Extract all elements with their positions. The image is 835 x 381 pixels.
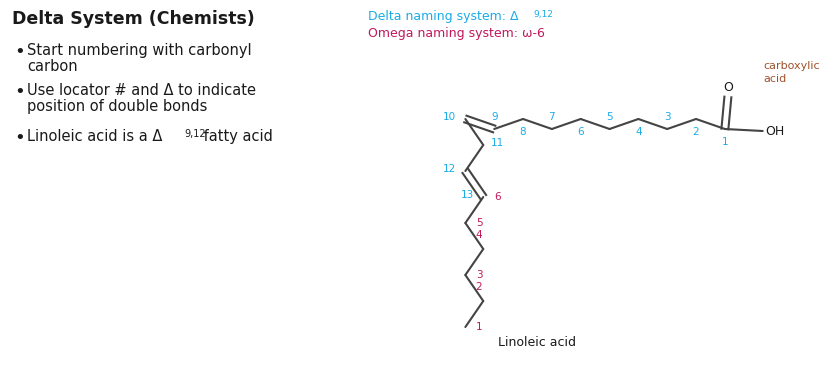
Text: 3: 3 (664, 112, 671, 122)
Text: 1: 1 (476, 322, 483, 332)
Text: Omega naming system: ω-6: Omega naming system: ω-6 (368, 27, 544, 40)
Text: 3: 3 (476, 270, 483, 280)
Text: fatty acid: fatty acid (199, 129, 273, 144)
Text: 13: 13 (461, 190, 474, 200)
Text: 8: 8 (519, 127, 526, 137)
Text: 6: 6 (577, 127, 584, 137)
Text: •: • (14, 83, 25, 101)
Text: •: • (14, 43, 25, 61)
Text: 9,12: 9,12 (184, 129, 205, 139)
Text: 6: 6 (493, 192, 500, 202)
Text: OH: OH (766, 125, 785, 138)
Text: Linoleic acid: Linoleic acid (498, 336, 576, 349)
Text: 5: 5 (476, 218, 483, 228)
Text: 11: 11 (490, 138, 504, 148)
Text: •: • (14, 129, 25, 147)
Text: O: O (723, 81, 733, 94)
Text: 2: 2 (693, 127, 700, 137)
Text: 9,12: 9,12 (533, 10, 553, 19)
Text: 9: 9 (491, 112, 498, 122)
Text: Delta naming system: Δ: Delta naming system: Δ (368, 10, 519, 23)
Text: carboxylic
acid: carboxylic acid (764, 61, 820, 84)
Text: Linoleic acid is a Δ: Linoleic acid is a Δ (27, 129, 162, 144)
Text: carbon: carbon (27, 59, 78, 74)
Text: 4: 4 (635, 127, 642, 137)
Text: Delta System (Chemists): Delta System (Chemists) (12, 10, 255, 28)
Text: 2: 2 (475, 282, 482, 292)
Text: Start numbering with carbonyl: Start numbering with carbonyl (27, 43, 251, 58)
Text: 7: 7 (549, 112, 555, 122)
Text: 1: 1 (721, 137, 728, 147)
Text: 12: 12 (443, 164, 456, 174)
Text: 10: 10 (443, 112, 456, 122)
Text: 4: 4 (475, 230, 482, 240)
Text: 5: 5 (606, 112, 613, 122)
Text: Use locator # and Δ to indicate: Use locator # and Δ to indicate (27, 83, 256, 98)
Text: position of double bonds: position of double bonds (27, 99, 207, 114)
